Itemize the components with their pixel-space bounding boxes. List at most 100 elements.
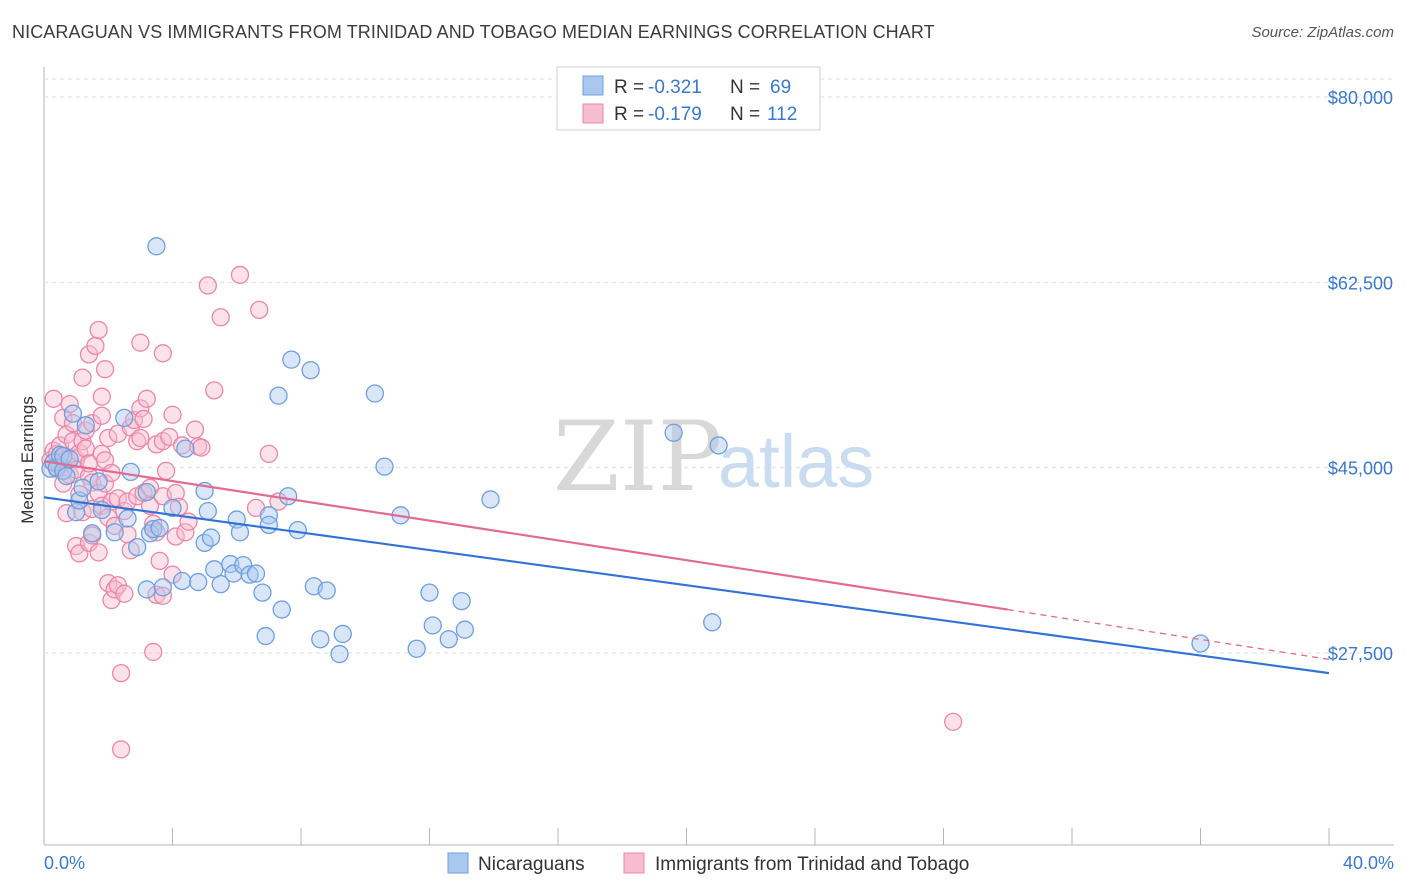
legend: R = -0.321 N = 69 R = -0.179 N = 112 xyxy=(556,66,821,131)
pink-point-91 xyxy=(166,527,185,546)
pink-point-69 xyxy=(131,428,150,448)
blue-point-27 xyxy=(153,578,173,597)
blue-point-65 xyxy=(423,616,442,635)
blue-point-64 xyxy=(420,583,439,602)
blue-point-57 xyxy=(317,581,336,600)
pink-point-34 xyxy=(83,473,102,492)
blue-point-30 xyxy=(176,439,195,458)
blue-point-4 xyxy=(54,461,73,480)
pink-point-88 xyxy=(163,565,182,584)
bottom-legend-nicaraguans: Nicaraguans xyxy=(478,854,585,875)
blue-point-71 xyxy=(703,613,722,632)
blue-point-31 xyxy=(189,572,208,592)
blue-point-25 xyxy=(147,237,166,256)
blue-point-28 xyxy=(163,498,182,518)
pink-point-101 xyxy=(211,308,230,327)
legend-swatch-pink xyxy=(582,103,604,124)
series-immigrants-trinidad-tobago xyxy=(41,265,963,759)
watermark: ZIP atlas xyxy=(553,401,874,513)
blue-point-44 xyxy=(246,564,266,583)
blue-point-7 xyxy=(60,450,79,469)
y-tick-label-2: $62,500 xyxy=(1328,273,1393,293)
legend-swatch-blue xyxy=(582,75,604,96)
blue-point-17 xyxy=(115,408,134,428)
legend-r-label-blue: R = xyxy=(614,77,644,98)
legend-n-value-blue: 69 xyxy=(770,77,791,98)
legend-n-label-blue: N = xyxy=(730,77,760,98)
y-axis-tick-labels: $27,500 $45,000 $62,500 $80,000 xyxy=(1328,88,1393,664)
y-tick-label-3: $80,000 xyxy=(1328,88,1393,108)
blue-point-46 xyxy=(256,626,275,646)
bottom-legend-swatch-blue xyxy=(447,852,469,874)
blue-point-37 xyxy=(211,575,230,594)
blue-point-49 xyxy=(269,386,288,405)
pink-point-37 xyxy=(89,543,108,562)
pink-point-68 xyxy=(131,399,150,418)
pink-point-35 xyxy=(86,336,105,356)
legend-n-value-pink: 112 xyxy=(767,104,797,125)
blue-point-16 xyxy=(105,523,124,542)
blue-point-56 xyxy=(311,630,330,649)
blue-point-20 xyxy=(128,537,147,557)
pink-point-73 xyxy=(137,389,156,408)
blue-point-24 xyxy=(144,519,163,539)
pink-point-81 xyxy=(150,551,169,571)
watermark-zip: ZIP xyxy=(553,401,722,513)
blue-point-29 xyxy=(172,571,192,591)
blue-point-41 xyxy=(230,523,250,542)
pink-point-94 xyxy=(176,523,195,542)
series-nicaraguans xyxy=(41,237,1210,664)
blue-point-45 xyxy=(253,583,272,602)
bottom-legend-swatch-pink xyxy=(623,852,645,874)
watermark-atlas: atlas xyxy=(718,420,874,503)
pink-point-24 xyxy=(73,368,92,387)
blue-point-52 xyxy=(282,350,301,369)
y-axis-label: Median Earnings xyxy=(18,396,37,524)
bottom-legend: Nicaraguans Immigrants from Trinidad and… xyxy=(447,852,969,875)
blue-point-61 xyxy=(375,457,394,476)
pink-point-2 xyxy=(44,389,63,408)
blue-point-48 xyxy=(259,515,279,535)
blue-point-18 xyxy=(118,509,137,528)
blue-point-19 xyxy=(121,462,140,482)
pink-point-70 xyxy=(131,333,150,352)
bottom-legend-trinidad-tobago: Immigrants from Trinidad and Tobago xyxy=(655,854,969,875)
trend-lines xyxy=(43,460,1330,675)
pink-point-45 xyxy=(95,360,115,379)
pink-point-36 xyxy=(89,320,108,340)
pink-point-85 xyxy=(153,344,173,363)
blue-point-66 xyxy=(439,630,458,649)
pink-point-107 xyxy=(943,712,963,731)
blue-point-70 xyxy=(664,423,683,442)
x-tick-label-min: 0.0% xyxy=(44,853,85,873)
legend-r-value-blue: -0.321 xyxy=(648,77,702,98)
pink-point-90 xyxy=(166,483,185,503)
legend-n-label-pink: N = xyxy=(730,104,760,125)
blue-point-12 xyxy=(76,416,95,435)
blue-point-34 xyxy=(198,501,217,521)
x-tick-label-max: 40.0% xyxy=(1343,853,1394,873)
pink-trend-line xyxy=(43,460,1008,611)
y-tick-label-1: $45,000 xyxy=(1328,459,1393,479)
x-axis-ticks xyxy=(43,828,1330,845)
pink-point-59 xyxy=(115,584,134,603)
blue-point-26 xyxy=(150,518,169,538)
blue-point-6 xyxy=(57,466,76,486)
pink-point-98 xyxy=(192,438,211,457)
legend-r-label-pink: R = xyxy=(614,104,644,125)
pink-point-40 xyxy=(92,387,111,406)
blue-point-35 xyxy=(201,528,221,547)
pink-point-77 xyxy=(144,642,163,662)
blue-point-47 xyxy=(259,506,279,525)
blue-point-21 xyxy=(137,482,156,502)
pink-point-80 xyxy=(147,585,166,604)
blue-trend-line xyxy=(43,496,1330,675)
pink-point-105 xyxy=(259,444,279,464)
pink-point-99 xyxy=(198,276,217,295)
legend-r-value-pink: -0.179 xyxy=(648,104,702,125)
pink-point-25 xyxy=(76,421,95,440)
blue-point-14 xyxy=(89,472,108,491)
pink-point-11 xyxy=(57,504,76,523)
blue-point-67 xyxy=(452,591,471,611)
blue-point-73 xyxy=(1191,634,1210,653)
